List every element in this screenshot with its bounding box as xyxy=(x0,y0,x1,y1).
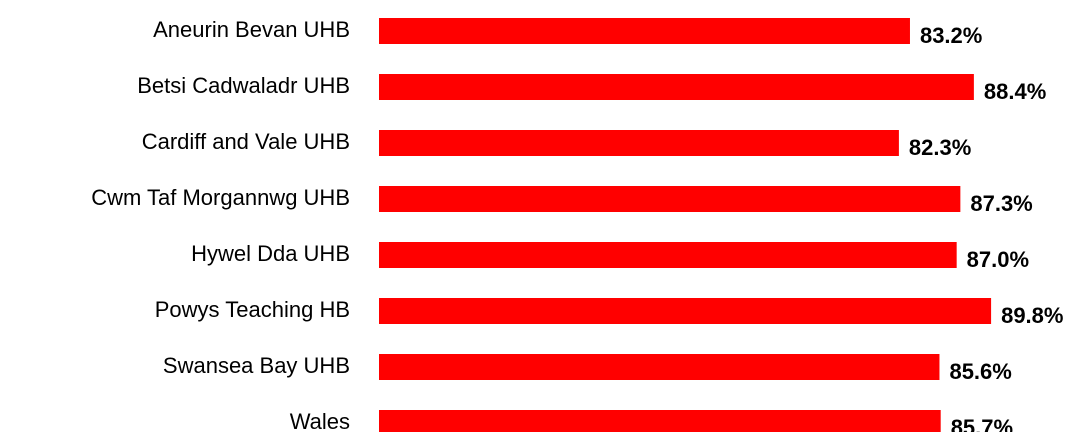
category-label: Betsi Cadwaladr UHB xyxy=(137,73,350,98)
bar xyxy=(379,130,899,156)
category-label: Aneurin Bevan UHB xyxy=(153,17,350,42)
value-label: 83.2% xyxy=(920,23,982,48)
value-label: 85.6% xyxy=(949,359,1011,384)
value-label: 89.8% xyxy=(1001,303,1063,328)
bar xyxy=(379,186,961,212)
category-label: Wales xyxy=(290,409,350,432)
value-label: 87.0% xyxy=(967,247,1029,272)
value-label: 87.3% xyxy=(970,191,1032,216)
category-label: Cwm Taf Morgannwg UHB xyxy=(91,185,350,210)
category-label: Hywel Dda UHB xyxy=(191,241,350,266)
category-label: Swansea Bay UHB xyxy=(163,353,350,378)
bar xyxy=(379,74,974,100)
category-label: Powys Teaching HB xyxy=(155,297,350,322)
value-label: 82.3% xyxy=(909,135,971,160)
value-label: 88.4% xyxy=(984,79,1046,104)
bar xyxy=(379,242,957,268)
bar xyxy=(379,18,910,44)
bar xyxy=(379,354,940,380)
category-label: Cardiff and Vale UHB xyxy=(142,129,350,154)
bar xyxy=(379,298,992,324)
bar xyxy=(379,410,941,432)
value-label: 85.7% xyxy=(951,415,1013,432)
